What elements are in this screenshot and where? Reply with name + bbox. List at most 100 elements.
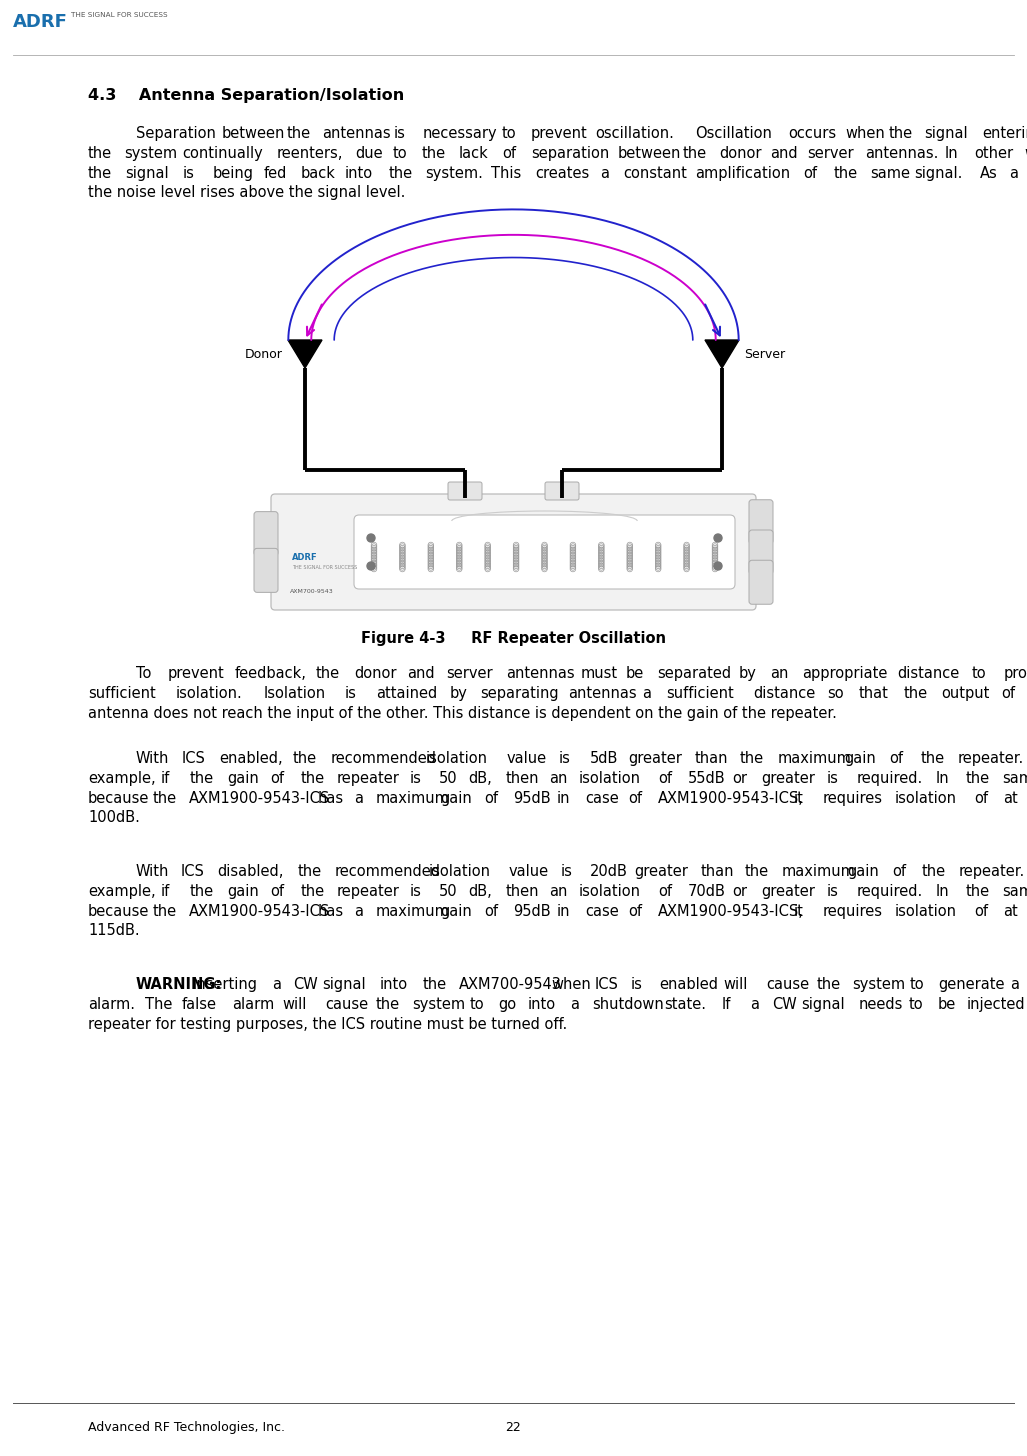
Text: 20dB: 20dB: [591, 863, 629, 879]
Text: of: of: [889, 751, 904, 766]
Text: repeater for testing purposes, the ICS routine must be turned off.: repeater for testing purposes, the ICS r…: [88, 1016, 567, 1032]
Text: signal: signal: [125, 166, 168, 181]
Text: case: case: [585, 791, 619, 805]
Text: amplification: amplification: [695, 166, 791, 181]
Text: greater: greater: [635, 863, 688, 879]
Text: when: when: [551, 977, 592, 992]
Text: entering: entering: [982, 127, 1027, 141]
Text: cause: cause: [766, 977, 809, 992]
Text: system: system: [124, 146, 178, 160]
Text: Figure 4-3     RF Repeater Oscillation: Figure 4-3 RF Repeater Oscillation: [362, 630, 665, 646]
Text: gain: gain: [441, 791, 472, 805]
Text: server: server: [807, 146, 853, 160]
Text: provide: provide: [1003, 665, 1027, 681]
Text: repeater.: repeater.: [958, 751, 1024, 766]
Text: fed: fed: [264, 166, 288, 181]
Text: WARNING:: WARNING:: [136, 977, 223, 992]
Text: To: To: [136, 665, 151, 681]
Text: disabled,: disabled,: [218, 863, 283, 879]
Text: to: to: [469, 997, 484, 1012]
Circle shape: [367, 562, 375, 569]
Text: ADRF: ADRF: [13, 13, 68, 31]
Text: enabled,: enabled,: [219, 751, 282, 766]
Text: the: the: [88, 166, 112, 181]
Text: 22: 22: [505, 1421, 522, 1434]
Text: 95dB: 95dB: [514, 791, 550, 805]
Text: example,: example,: [88, 770, 156, 786]
Text: Oscillation: Oscillation: [695, 127, 772, 141]
Text: the: the: [298, 863, 321, 879]
Text: in: in: [557, 904, 570, 919]
Text: creates: creates: [535, 166, 589, 181]
Text: than: than: [700, 863, 734, 879]
Text: isolation: isolation: [579, 770, 641, 786]
Text: example,: example,: [88, 884, 156, 898]
Text: of: of: [974, 904, 988, 919]
Text: an: an: [770, 665, 789, 681]
FancyBboxPatch shape: [448, 482, 482, 499]
Text: in: in: [557, 791, 570, 805]
Text: or: or: [732, 770, 747, 786]
Text: distance: distance: [898, 665, 960, 681]
Text: of: of: [1001, 686, 1015, 700]
Text: shutdown: shutdown: [593, 997, 664, 1012]
Text: is: is: [345, 686, 356, 700]
Text: The: The: [146, 997, 173, 1012]
Text: ICS: ICS: [595, 977, 618, 992]
FancyBboxPatch shape: [749, 561, 773, 604]
Text: the: the: [739, 751, 764, 766]
Text: distance: distance: [754, 686, 816, 700]
Text: Advanced RF Technologies, Inc.: Advanced RF Technologies, Inc.: [88, 1421, 286, 1434]
Text: the: the: [920, 751, 944, 766]
Text: system.: system.: [425, 166, 484, 181]
Text: to: to: [910, 977, 924, 992]
Text: signal: signal: [801, 997, 845, 1012]
Text: THE SIGNAL FOR SUCCESS: THE SIGNAL FOR SUCCESS: [292, 565, 357, 569]
Text: gain: gain: [227, 770, 259, 786]
Text: an: an: [549, 884, 568, 898]
Text: repeater.: repeater.: [959, 863, 1025, 879]
Text: of: of: [629, 791, 643, 805]
Text: ICS: ICS: [181, 863, 204, 879]
Text: will: will: [282, 997, 307, 1012]
Text: if: if: [160, 770, 169, 786]
Text: 50: 50: [439, 884, 458, 898]
Text: other: other: [974, 146, 1013, 160]
Text: donor: donor: [720, 146, 762, 160]
Text: to: to: [972, 665, 987, 681]
Text: by: by: [739, 665, 757, 681]
Text: Server: Server: [744, 348, 785, 361]
Text: the: the: [965, 884, 990, 898]
Text: a: a: [354, 904, 364, 919]
Text: output: output: [942, 686, 990, 700]
Text: required.: required.: [857, 770, 922, 786]
Text: 50: 50: [439, 770, 458, 786]
FancyBboxPatch shape: [749, 499, 773, 543]
Text: is: is: [183, 166, 195, 181]
Text: isolation: isolation: [895, 791, 957, 805]
Text: maximum: maximum: [376, 904, 450, 919]
Text: value: value: [508, 863, 549, 879]
Text: is: is: [827, 884, 839, 898]
Text: is: is: [561, 863, 572, 879]
Text: antenna does not reach the input of the other. This distance is dependent on the: antenna does not reach the input of the …: [88, 706, 837, 721]
Text: go: go: [498, 997, 517, 1012]
Text: to: to: [501, 127, 517, 141]
Text: prevent: prevent: [167, 665, 224, 681]
Text: of: of: [484, 791, 498, 805]
Text: of: of: [658, 770, 673, 786]
Text: is: is: [631, 977, 642, 992]
Text: the: the: [376, 997, 400, 1012]
Text: isolation: isolation: [426, 751, 488, 766]
Text: ADRF: ADRF: [292, 553, 317, 562]
Text: when: when: [845, 127, 885, 141]
Text: maximum: maximum: [777, 751, 851, 766]
Text: signal: signal: [322, 977, 366, 992]
Text: is: is: [827, 770, 839, 786]
Text: of: of: [804, 166, 817, 181]
Text: be: be: [938, 997, 956, 1012]
Text: In: In: [945, 146, 958, 160]
Text: 95dB: 95dB: [514, 904, 550, 919]
Text: greater: greater: [761, 770, 815, 786]
Text: of: of: [891, 863, 906, 879]
